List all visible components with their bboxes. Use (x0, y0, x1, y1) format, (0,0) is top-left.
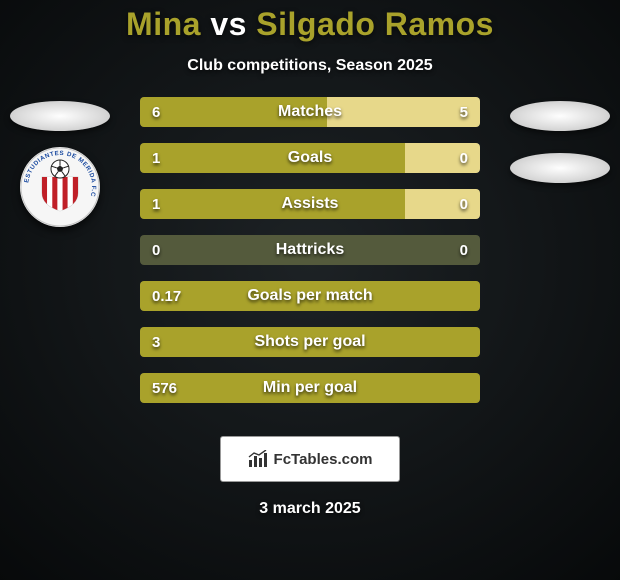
date-label: 3 march 2025 (0, 500, 620, 518)
title-vs: vs (210, 6, 247, 42)
team-badge-right-2 (510, 153, 610, 183)
team-badge-left (10, 101, 110, 131)
title-player-left: Mina (126, 6, 201, 42)
stat-row: 10Goals (140, 143, 480, 173)
stat-value-left: 0.17 (152, 281, 181, 311)
stat-value-right: 0 (460, 189, 468, 219)
stat-row: 0.17Goals per match (140, 281, 480, 311)
stat-value-left: 6 (152, 97, 160, 127)
stat-bar-right (405, 189, 480, 219)
stat-value-left: 576 (152, 373, 177, 403)
stat-bar-left (140, 97, 327, 127)
chart-icon (248, 450, 268, 468)
stat-bar-left (140, 327, 480, 357)
stat-value-right: 0 (460, 143, 468, 173)
stat-value-left: 1 (152, 189, 160, 219)
stat-bar-right (405, 143, 480, 173)
title-player-right: Silgado Ramos (256, 6, 494, 42)
stat-value-left: 1 (152, 143, 160, 173)
stat-bar-left (140, 373, 480, 403)
watermark: FcTables.com (220, 436, 400, 482)
club-crest-left: ESTUDIANTES DE MERIDA F.C (20, 147, 100, 227)
stat-row: 65Matches (140, 97, 480, 127)
stat-value-right: 5 (460, 97, 468, 127)
stat-row: 576Min per goal (140, 373, 480, 403)
team-badge-right-1 (510, 101, 610, 131)
stat-bar-left (140, 143, 405, 173)
stat-bar-left (140, 281, 480, 311)
stat-value-left: 3 (152, 327, 160, 357)
stat-bar-right (327, 97, 480, 127)
stat-bar-left (140, 189, 405, 219)
stat-value-right: 0 (460, 235, 468, 265)
stat-row: 00Hattricks (140, 235, 480, 265)
page-title: Mina vs Silgado Ramos (0, 6, 620, 43)
stat-row: 3Shots per goal (140, 327, 480, 357)
watermark-text: FcTables.com (274, 451, 373, 468)
stat-bars: 65Matches10Goals10Assists00Hattricks0.17… (140, 97, 480, 419)
subtitle: Club competitions, Season 2025 (0, 57, 620, 75)
stat-row: 10Assists (140, 189, 480, 219)
soccer-ball-icon (51, 160, 69, 178)
comparison-chart: ESTUDIANTES DE MERIDA F.C (0, 111, 620, 431)
stat-value-left: 0 (152, 235, 160, 265)
